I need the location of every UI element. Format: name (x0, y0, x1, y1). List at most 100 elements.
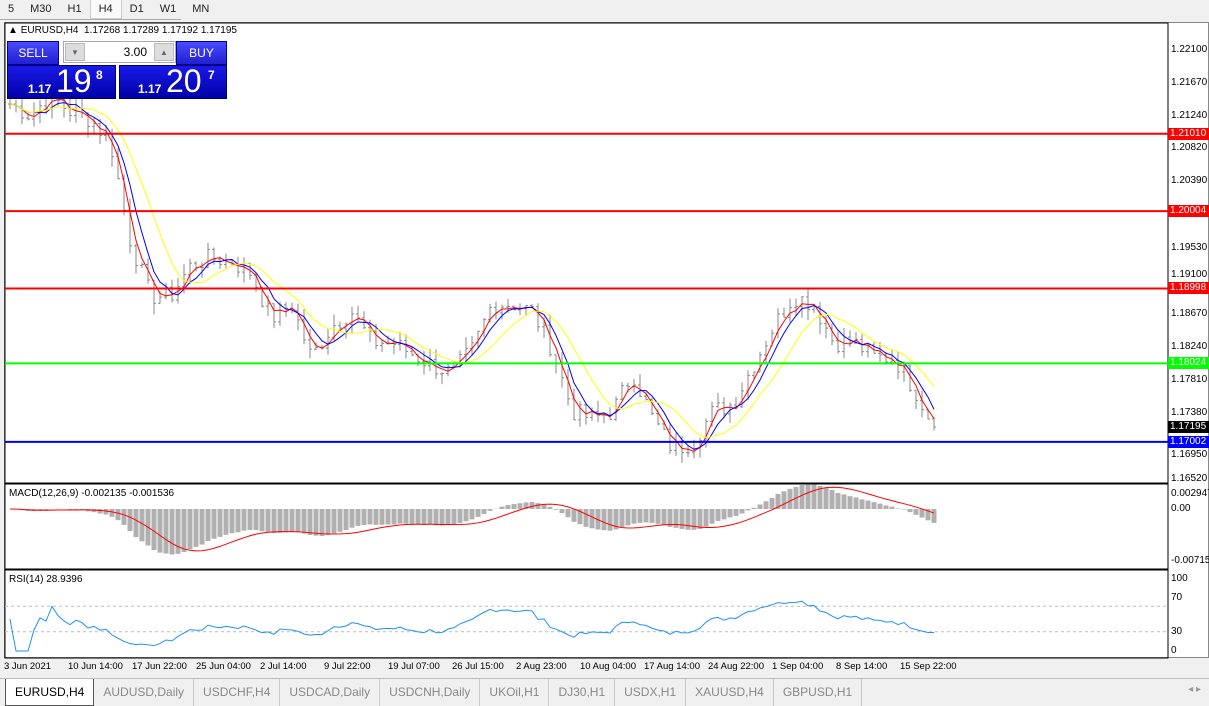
time-tick: 26 Jul 15:00 (452, 661, 504, 672)
time-tick: 15 Sep 22:00 (900, 661, 957, 672)
price-bar (170, 279, 174, 303)
rsi-tick: 30 (1171, 626, 1183, 637)
chart-window[interactable] (4, 22, 1209, 658)
volume-value[interactable]: 3.00 (123, 45, 147, 59)
rsi-label: RSI(14) 28.9396 (9, 574, 83, 585)
price-bar (620, 381, 624, 400)
price-bar (446, 362, 450, 377)
price-bar (350, 306, 354, 334)
time-tick: 19 Jul 07:00 (388, 661, 440, 672)
price-bar (380, 339, 384, 352)
timeframe-MN[interactable]: MN (192, 3, 210, 15)
price-bar (788, 298, 792, 323)
time-tick: 2 Jul 14:00 (260, 661, 307, 672)
ma-mid-line (9, 102, 935, 450)
ma-fast-line (9, 99, 935, 452)
price-bar (596, 400, 600, 423)
timeframe-toolbar: 5 M30 H1 H4 D1 W1 MN (0, 0, 209, 20)
buy-price-button[interactable]: 1.17 20 7 (119, 63, 227, 99)
one-click-trading-panel: SELL ▼ 3.00 ▲ BUY 1.17 19 8 1.17 20 7 (7, 41, 227, 99)
volume-decrease-button[interactable]: ▼ (65, 43, 85, 61)
time-tick: 9 Jul 22:00 (324, 661, 371, 672)
timeframe-5[interactable]: 5 (8, 3, 15, 15)
volume-field[interactable]: ▼ 3.00 ▲ (63, 41, 176, 63)
macd-tick: -0.00715 (1171, 555, 1209, 566)
price-tick: 1.19530 (1171, 241, 1208, 253)
price-tick: 1.19100 (1171, 269, 1208, 281)
tab-scroll-arrows[interactable]: ◂ ▸ (1188, 684, 1201, 695)
price-tick: 1.21240 (1171, 110, 1208, 122)
price-bar (764, 340, 768, 364)
price-bar (236, 256, 240, 278)
price-bar (536, 303, 540, 332)
rsi-pane (4, 569, 1169, 659)
sell-price-button[interactable]: 1.17 19 8 (7, 63, 116, 99)
tab-dj30-h1[interactable]: DJ30,H1 (549, 679, 616, 706)
timeframe-D1[interactable]: D1 (129, 3, 144, 15)
time-tick: 17 Aug 14:00 (644, 661, 700, 672)
price-bar (836, 331, 840, 354)
timeframe-H4[interactable]: H4 (89, 0, 122, 19)
price-bar (140, 262, 144, 268)
time-tick: 10 Jun 14:00 (68, 661, 123, 672)
rsi-tick: 100 (1171, 573, 1188, 584)
chart-title: ▲ EURUSD,H4 1.17268 1.17289 1.17192 1.17… (8, 25, 237, 36)
sell-price-big: 19 (56, 63, 92, 99)
price-bar (98, 118, 102, 145)
price-bar (242, 257, 246, 283)
macd-label: MACD(12,26,9) -0.002135 -0.001536 (9, 488, 175, 499)
buy-price-prefix: 1.17 (138, 82, 162, 96)
symbol-label: EURUSD,H4 (20, 25, 79, 36)
time-tick: 8 Sep 14:00 (836, 661, 888, 672)
tab-usdcnh-daily[interactable]: USDCNH,Daily (380, 679, 481, 706)
price-bar (818, 302, 822, 335)
buy-price-big: 20 (166, 63, 202, 99)
price-bar (896, 351, 900, 380)
price-bar (314, 342, 318, 351)
price-tick: 1.18240 (1171, 340, 1208, 352)
time-tick: 24 Aug 22:00 (708, 661, 764, 672)
price-bar (650, 397, 654, 416)
tab-audusd-daily[interactable]: AUDUSD,Daily (94, 679, 195, 706)
price-bar (392, 337, 396, 355)
price-tick: 1.22100 (1171, 44, 1208, 55)
price-bar (344, 322, 348, 339)
price-bar (326, 328, 330, 355)
price-bar (398, 331, 402, 351)
price-bar (500, 304, 504, 320)
price-bar (470, 335, 474, 355)
price-bar (914, 389, 918, 410)
price-bar (68, 97, 72, 122)
time-tick: 10 Aug 04:00 (580, 661, 636, 672)
price-bar (872, 342, 876, 354)
price-bar (578, 401, 582, 427)
current-price-label: 1.17195 (1168, 421, 1209, 434)
price-bar (758, 351, 762, 373)
tab-usdchf-h4[interactable]: USDCHF,H4 (194, 679, 281, 706)
sell-button[interactable]: SELL (7, 41, 59, 65)
price-bar (866, 343, 870, 358)
volume-increase-button[interactable]: ▲ (154, 43, 174, 61)
timeframe-M30[interactable]: M30 (30, 3, 52, 15)
tab-usdcad-daily[interactable]: USDCAD,Daily (280, 679, 381, 706)
price-bar (782, 307, 786, 318)
tab-gbpusd-h1[interactable]: GBPUSD,H1 (774, 679, 863, 706)
timeframe-H1[interactable]: H1 (67, 3, 82, 15)
level-price-label: 1.21010 (1168, 127, 1209, 140)
tab-eurusd-h4[interactable]: EURUSD,H4 (5, 679, 95, 706)
price-tick: 1.20390 (1171, 175, 1208, 187)
macd-signal-line (9, 486, 935, 552)
tab-usdx-h1[interactable]: USDX,H1 (615, 679, 687, 706)
price-bar (830, 323, 834, 346)
price-bar (308, 328, 312, 359)
price-bar (32, 102, 36, 127)
price-bar (296, 303, 300, 331)
buy-button[interactable]: BUY (176, 41, 227, 65)
sell-price-pip: 8 (96, 68, 103, 82)
price-bar (212, 247, 216, 265)
timeframe-W1[interactable]: W1 (159, 3, 177, 15)
tab-xauusd-h4[interactable]: XAUUSD,H4 (686, 679, 774, 706)
price-bar (908, 364, 912, 392)
tab-ukoil-h1[interactable]: UKOil,H1 (480, 679, 550, 706)
